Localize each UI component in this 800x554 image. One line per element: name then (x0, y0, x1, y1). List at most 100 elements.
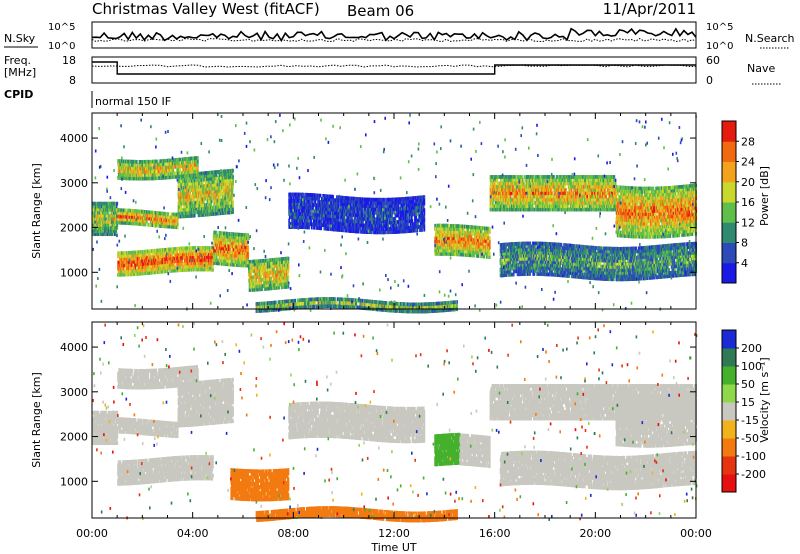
heatmap-cell (136, 160, 138, 164)
heatmap-cell (149, 160, 151, 164)
heatmap-cell (232, 191, 234, 195)
heatmap-cell (232, 172, 234, 176)
heatmap-cell (168, 172, 170, 176)
heatmap-cell (314, 226, 316, 230)
heatmap-cell (288, 285, 290, 289)
nsearch-tick-top: 10^5 (706, 22, 733, 33)
nave-label: Nave (747, 62, 775, 75)
heatmap-cell (312, 210, 314, 214)
heatmap-cell (288, 266, 290, 270)
heatmap-cell (168, 212, 170, 216)
nsky-trace (92, 29, 696, 41)
heatmap-cell (139, 173, 141, 177)
heatmap-cell (185, 174, 187, 178)
heatmap-cell (330, 214, 332, 218)
heatmap-cell (308, 226, 310, 230)
heatmap-cell (288, 275, 290, 279)
heatmap-cell (319, 217, 321, 221)
freq-tick-bottom: 8 (69, 74, 76, 87)
heatmap-cell (305, 216, 307, 220)
heatmap-cell (156, 176, 158, 180)
heatmap-cell (232, 188, 234, 192)
heatmap-cell (232, 182, 234, 186)
heatmap-cell (172, 172, 174, 176)
heatmap-cell (157, 160, 159, 164)
heatmap-cell (180, 158, 182, 162)
date-label: 11/Apr/2011 (603, 0, 696, 18)
heatmap-cell (310, 213, 312, 217)
heatmap-cell (232, 207, 234, 211)
heatmap-cell (178, 168, 180, 172)
nsky-tick-bottom: 10^0 (48, 41, 75, 52)
heatmap-cell (151, 163, 153, 167)
heatmap-cell (194, 214, 196, 218)
heatmap-cell (180, 168, 182, 172)
heatmap-cell (120, 163, 122, 167)
heatmap-cell (302, 219, 304, 223)
heatmap-cell (197, 156, 199, 160)
heatmap-cell (138, 170, 140, 174)
nsearch-label: N.Search (745, 32, 795, 45)
freq-tick-top: 18 (62, 54, 76, 67)
heatmap-cell (232, 194, 234, 198)
heatmap-cell (297, 206, 299, 210)
heatmap-cell (232, 178, 234, 182)
heatmap-cell (232, 201, 234, 205)
heatmap-cell (197, 166, 199, 170)
heatmap-cell (291, 196, 293, 200)
cpid-value: normal 150 IF (95, 95, 171, 108)
heatmap-cell (165, 212, 167, 216)
station-title: Christmas Valley West (fitACF) (92, 0, 320, 18)
heatmap-cell (337, 205, 339, 209)
heatmap-cell (184, 179, 186, 183)
heatmap-cell (320, 194, 322, 198)
heatmap-cell (319, 197, 321, 201)
heatmap-cell (332, 195, 334, 199)
heatmap-cell (247, 246, 249, 250)
heatmap-cell (232, 204, 234, 208)
heatmap-cell (232, 210, 234, 214)
heatmap-cell (155, 170, 157, 174)
heatmap-cell (225, 201, 227, 205)
heatmap-cell (288, 219, 290, 223)
heatmap-cell (163, 163, 165, 167)
heatmap-cell (125, 209, 127, 213)
beam-label: Beam 06 (347, 2, 414, 20)
nsearch-tick-bottom: 10^0 (706, 41, 733, 52)
power-heatmap (92, 114, 697, 314)
nave-tick-bottom: 0 (706, 74, 713, 87)
heatmap-cell (232, 175, 234, 179)
heatmap-cell (310, 219, 312, 223)
cpid-label: CPID (4, 88, 33, 101)
heatmap-cell (288, 257, 290, 261)
heatmap-cell (310, 209, 312, 213)
heatmap-cell (211, 199, 213, 203)
heatmap-cell (123, 160, 125, 164)
heatmap-cell (229, 232, 231, 236)
heatmap-cell (330, 211, 332, 215)
heatmap-cell (342, 229, 344, 233)
heatmap-cell (190, 160, 192, 164)
heatmap-cell (197, 159, 199, 163)
heatmap-cell (117, 202, 119, 206)
heatmap-cell (180, 171, 182, 175)
heatmap-cell (312, 206, 314, 210)
heatmap-cell (261, 287, 263, 291)
nsky-label: N.Sky (4, 32, 36, 45)
heatmap-cell (165, 162, 167, 166)
heatmap-cell (197, 163, 199, 167)
nsky-tick-top: 10^5 (48, 22, 75, 33)
heatmap-cell (303, 193, 305, 197)
freq-unit: [MHz] (4, 66, 36, 79)
heatmap-cell (197, 170, 199, 174)
heatmap-cell (298, 202, 300, 206)
heatmap-cell (125, 163, 127, 167)
heatmap-cell (328, 201, 330, 205)
freq-trace (92, 62, 696, 74)
heatmap-cell (197, 173, 199, 177)
heatmap-cell (304, 199, 306, 203)
heatmap-cell (247, 233, 249, 237)
heatmap-cell (232, 185, 234, 189)
heatmap-cell (177, 219, 179, 223)
